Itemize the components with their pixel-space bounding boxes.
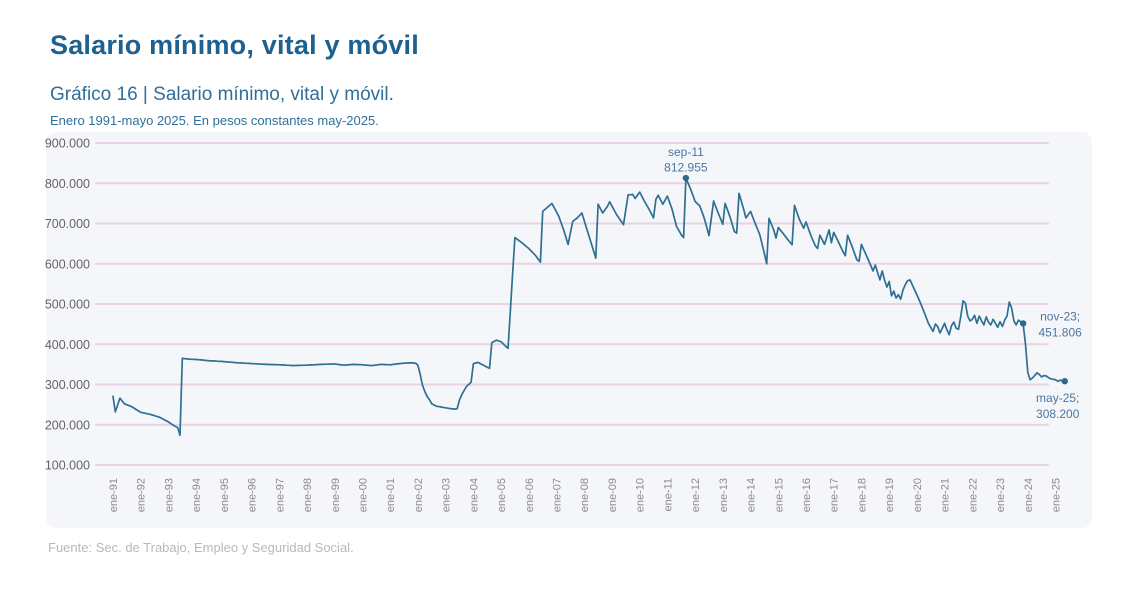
x-tick-label: ene-96 [247,478,259,512]
x-tick-label: ene-09 [607,478,619,512]
y-tick-label: 100.000 [45,459,90,473]
x-axis-tick-labels: ene-91 ene-92 ene-93 ene-94 ene-95 ene-96 ene-… [108,478,1062,512]
annotation-value-peak: 812.955 [664,161,708,175]
data-point-marker-pre-crash [1019,320,1027,327]
x-tick-label: ene-06 [524,478,536,512]
x-tick-label: ene-25 [1050,478,1062,512]
x-tick-label: ene-21 [940,478,952,512]
x-tick-label: ene-99 [330,478,342,512]
x-tick-label: ene-11 [662,478,674,511]
x-tick-label: ene-95 [219,478,231,512]
gridlines [95,142,1049,466]
y-tick-label: 900.000 [45,137,90,151]
annotation-label-pre-crash: nov-23; [1040,309,1080,323]
y-tick-label: 200.000 [45,418,90,432]
x-tick-label: ene-98 [302,478,314,512]
source-note: Fuente: Sec. de Trabajo, Empleo y Seguri… [48,540,354,555]
chart-subtitle: Gráfico 16 | Salario mínimo, vital y móv… [50,84,394,105]
annotation-value-pre-crash: 451.806 [1038,325,1082,339]
y-tick-label: 400.000 [45,338,90,352]
y-tick-label: 800.000 [45,177,90,191]
y-tick-label: 700.000 [45,217,90,231]
annotation-label-last: may-25; [1036,391,1079,405]
x-tick-label: ene-05 [496,478,508,512]
x-tick-label: ene-04 [468,478,480,512]
chart-panel-background [46,132,1092,528]
x-tick-label: ene-15 [773,478,785,512]
x-tick-label: ene-02 [413,478,425,512]
x-tick-label: ene-14 [746,478,758,512]
x-tick-label: ene-03 [441,478,453,512]
data-point-marker-last [1061,377,1068,385]
x-tick-label: ene-18 [856,478,868,512]
x-tick-label: ene-13 [718,478,730,512]
x-tick-label: ene-93 [163,478,175,512]
data-point-marker-peak [682,174,690,182]
x-tick-label: ene-24 [1023,478,1035,512]
x-tick-label: ene-12 [690,478,702,512]
x-tick-label: ene-17 [829,478,841,512]
y-tick-label: 500.000 [45,298,90,312]
chart-period-note: Enero 1991-mayo 2025. En pesos constante… [50,113,379,128]
x-tick-label: ene-97 [274,478,286,512]
x-tick-label: ene-92 [136,478,148,512]
chart-annotations: sep-11 812.955 nov-23; 451.806 may-25; 308.20… [664,145,1082,421]
x-tick-label: ene-16 [801,478,813,512]
x-tick-label: ene-01 [385,478,397,512]
y-tick-label: 300.000 [45,378,90,392]
x-tick-label: ene-22 [967,478,979,512]
x-tick-label: ene-19 [884,478,896,512]
x-tick-label: ene-23 [995,478,1007,512]
x-tick-label: ene-08 [579,478,591,512]
x-tick-label: ene-10 [635,478,647,512]
wage-series-line [112,177,1066,437]
x-tick-label: ene-07 [552,478,564,512]
y-tick-label: 600.000 [45,257,90,271]
y-axis-tick-labels: 900.000 800.000 700.000 600.000 500.000 400.0… [45,137,90,473]
x-tick-label: ene-91 [108,478,120,512]
annotation-value-last: 308.200 [1036,407,1080,421]
x-tick-label: ene-00 [357,478,369,512]
x-tick-label: ene-20 [912,478,924,512]
annotation-label-peak: sep-11 [668,145,704,159]
page-title: Salario mínimo, vital y móvil [50,30,419,60]
x-tick-label: ene-94 [191,478,203,512]
